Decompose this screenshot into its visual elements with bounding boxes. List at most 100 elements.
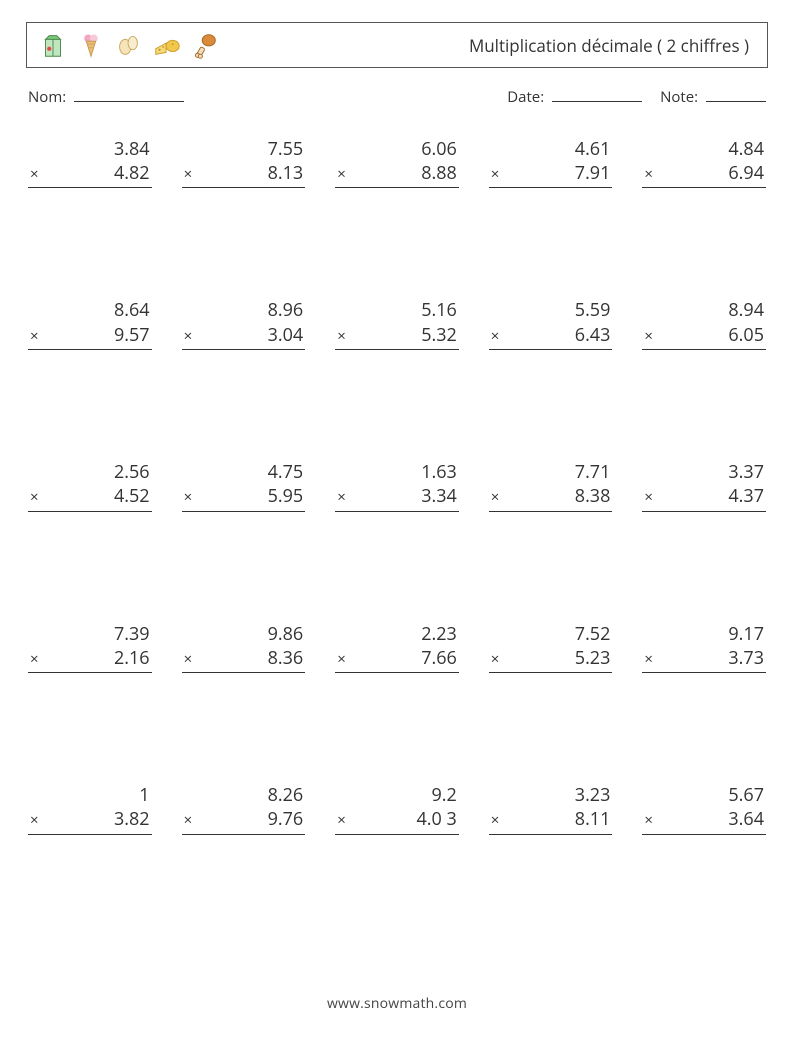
operator: × [489,326,508,346]
multiplier: 3.73 [728,646,766,670]
operator: × [28,326,47,346]
multiplier: 5.95 [268,484,306,508]
problem-11: 2.56 × 4.52 [28,460,152,512]
operator: × [489,487,508,507]
name-field: Nom: [28,86,507,107]
problem-16: 7.39×2.16 [28,622,152,674]
cheese-icon [151,29,183,61]
multiplier: 4.52 [114,484,152,508]
problem-3: 6.06×8.88 [335,137,459,189]
milk-carton-icon [37,29,69,61]
date-field: Date: [507,86,642,107]
multiplicand: 5.59 [575,298,613,322]
multiplicand: 9.17 [728,622,766,646]
info-line: Nom: Date: Note: [26,86,768,107]
multiplicand: 9.2 [431,783,458,807]
multiplier-row: ×8.11 [489,807,613,834]
operator: × [642,164,661,184]
footer-url: www.snowmath.com [0,994,794,1013]
problem-24: 3.23×8.11 [489,783,613,835]
operator: × [489,810,508,830]
multiplier: 3.82 [114,807,152,831]
operator: × [182,649,201,669]
drumstick-icon [189,29,221,61]
multiplier: 4.37 [728,484,766,508]
multiplicand: 7.55 [268,137,306,161]
multiplier-row: × 5.95 [182,484,306,511]
multiplicand: 1 [139,783,151,807]
problem-5: 4.84 × 6.94 [642,137,766,189]
multiplier: 8.38 [575,484,613,508]
multiplier: 6.94 [728,161,766,185]
problem-8: 5.16×5.32 [335,298,459,350]
multiplicand: 9.86 [268,622,306,646]
problem-20: 9.17 × 3.73 [642,622,766,674]
multiplicand: 4.61 [575,137,613,161]
operator: × [489,649,508,669]
note-field: Note: [660,86,766,107]
multiplicand: 7.52 [575,622,613,646]
operator: × [28,810,47,830]
operator: × [642,649,661,669]
problem-19: 7.52×5.23 [489,622,613,674]
multiplier: 8.36 [268,646,306,670]
operator: × [642,326,661,346]
multiplicand: 1.63 [421,460,459,484]
operator: × [28,164,47,184]
problem-9: 5.59×6.43 [489,298,613,350]
multiplicand: 2.23 [421,622,459,646]
multiplicand: 3.23 [575,783,613,807]
note-label: Note: [660,87,698,107]
multiplicand: 5.67 [728,783,766,807]
problem-1: 3.84 × 4.82 [28,137,152,189]
multiplier-row: ×3.64 [642,807,766,834]
operator: × [182,164,201,184]
note-blank[interactable] [706,86,766,102]
multiplier-row: ×4.37 [642,484,766,511]
operator: × [28,487,47,507]
multiplier-row: × 3.82 [28,807,152,834]
multiplier-row: ×5.23 [489,646,613,673]
operator: × [335,487,354,507]
problem-7: 8.96×3.04 [182,298,306,350]
multiplier: 7.66 [421,646,459,670]
multiplicand: 7.71 [575,460,613,484]
multiplicand: 4.75 [268,460,306,484]
multiplier-row: ×5.32 [335,323,459,350]
multiplier: 7.91 [575,161,613,185]
problem-4: 4.61×7.91 [489,137,613,189]
multiplicand: 8.94 [728,298,766,322]
date-label: Date: [507,87,544,107]
multiplicand: 4.84 [728,137,766,161]
header-box: Multiplication décimale ( 2 chiffres ) [26,22,768,68]
multiplier-row: ×7.91 [489,161,613,188]
operator: × [642,810,661,830]
problem-23: 9.2×4.0 3 [335,783,459,835]
multiplier: 3.34 [421,484,459,508]
operator: × [28,649,47,669]
header-icons [37,29,221,61]
multiplier-row: × 4.82 [28,161,152,188]
multiplier: 6.05 [728,323,766,347]
problems-grid: 3.84×4.827.55×8.136.06×8.884.61×7.914.84… [26,137,768,835]
date-blank[interactable] [552,86,642,102]
multiplier-row: ×7.66 [335,646,459,673]
multiplier-row: ×6.43 [489,323,613,350]
multiplicand: 7.39 [114,622,152,646]
multiplier-row: ×2.16 [28,646,152,673]
multiplier-row: ×8.88 [335,161,459,188]
name-blank[interactable] [74,86,184,102]
problem-2: 7.55 × 8.13 [182,137,306,189]
operator: × [182,326,201,346]
multiplier-row: × 6.05 [642,323,766,350]
operator: × [182,487,201,507]
multiplier-row: × 8.38 [489,484,613,511]
multiplicand: 3.37 [728,460,766,484]
multiplier: 4.82 [114,161,152,185]
name-label: Nom: [28,87,66,107]
multiplicand: 3.84 [114,137,152,161]
multiplier: 8.13 [268,161,306,185]
multiplicand: 2.56 [114,460,152,484]
worksheet-page: Multiplication décimale ( 2 chiffres ) N… [0,0,794,835]
operator: × [335,164,354,184]
